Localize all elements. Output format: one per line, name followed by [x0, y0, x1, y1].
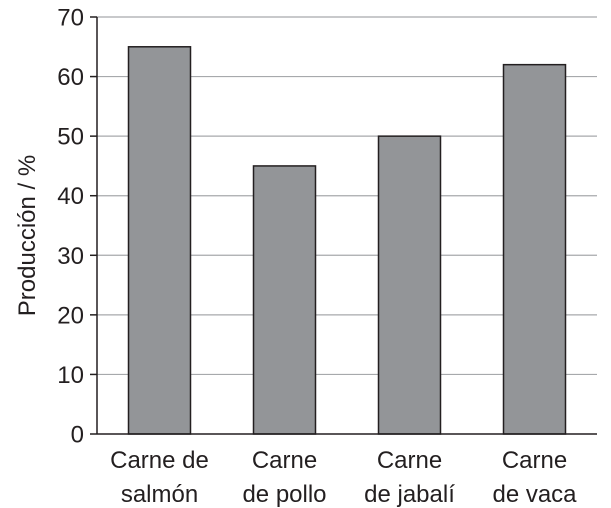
y-tick-label: 60 — [57, 64, 84, 91]
y-tick-label: 50 — [57, 124, 84, 151]
bar — [252, 165, 317, 435]
y-tick-label: 70 — [57, 5, 84, 32]
x-category-label: de pollo — [242, 481, 326, 508]
x-category-labels: Carne de salmón Carne de pollo Carne de jabal… — [110, 447, 577, 508]
y-axis-title: Producción / % — [14, 155, 41, 316]
bar — [377, 135, 442, 435]
x-category-label: Carne — [252, 447, 317, 474]
y-tick-label: 40 — [57, 183, 84, 210]
y-tick-labels: 0 10 20 30 40 50 60 70 — [57, 5, 84, 449]
x-category-label: Carne — [377, 447, 442, 474]
bars — [127, 46, 567, 435]
x-category-label: de vaca — [492, 481, 577, 508]
x-category-label: de jabalí — [364, 481, 455, 508]
bar — [502, 63, 567, 435]
bar — [127, 46, 192, 435]
x-category-label: Carne de — [110, 447, 209, 474]
x-category-label: Carne — [502, 447, 567, 474]
y-tick-label: 30 — [57, 243, 84, 270]
x-category-label: salmón — [121, 481, 198, 508]
y-tick-label: 0 — [71, 422, 84, 449]
y-tick-label: 20 — [57, 302, 84, 329]
axes — [90, 16, 597, 435]
y-tick-label: 10 — [57, 362, 84, 389]
